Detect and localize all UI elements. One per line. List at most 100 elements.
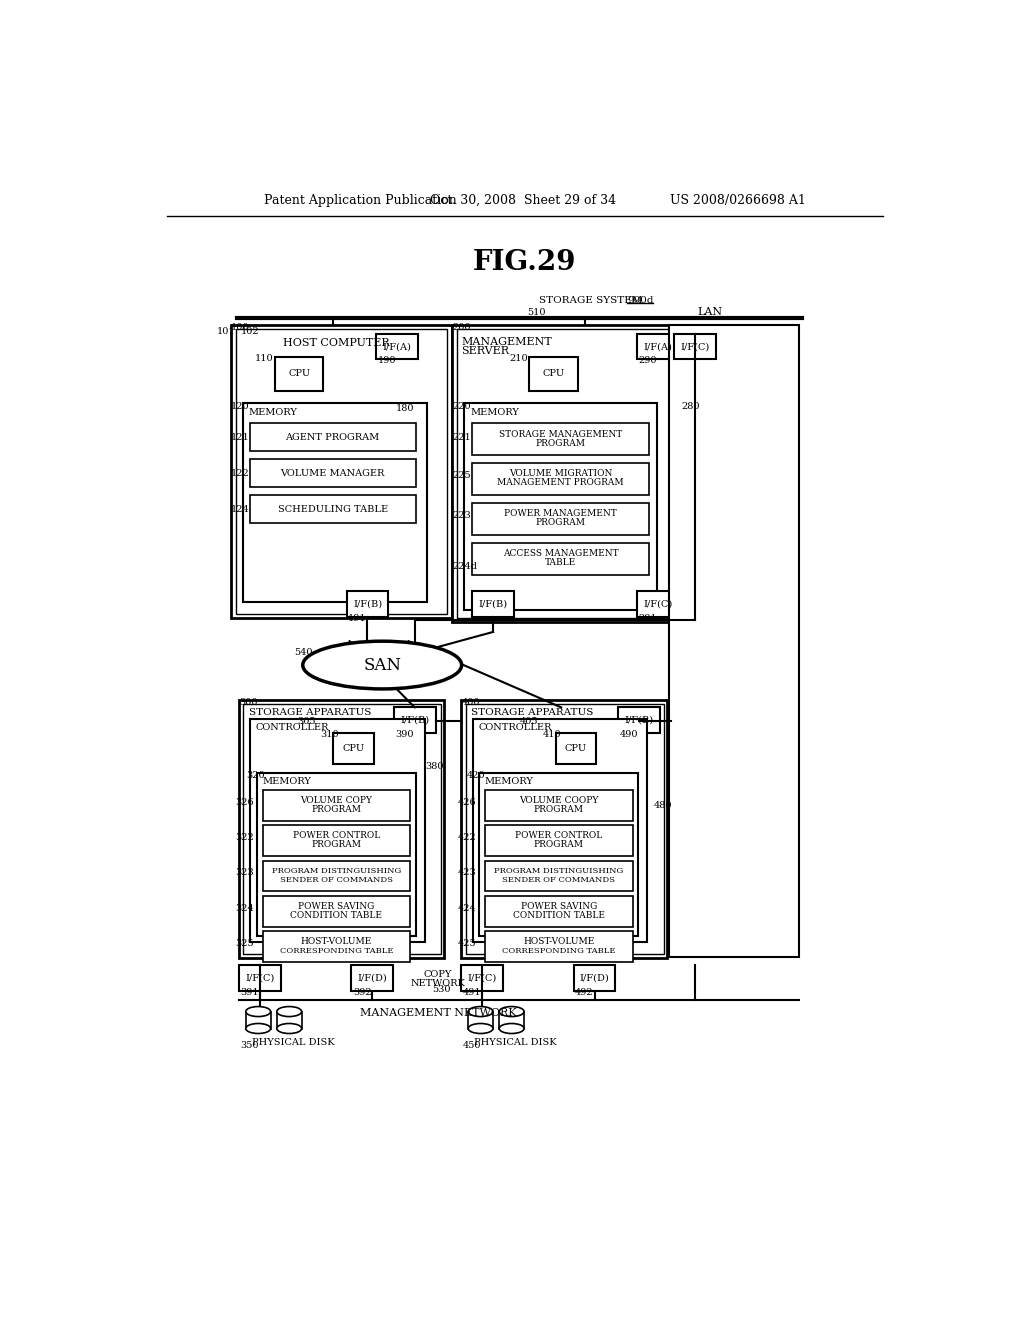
Text: 120: 120 <box>231 401 250 411</box>
Text: POWER SAVING: POWER SAVING <box>521 902 597 911</box>
Text: PROGRAM DISTINGUISHING: PROGRAM DISTINGUISHING <box>271 867 401 875</box>
Text: 280: 280 <box>681 401 699 411</box>
Text: MEMORY: MEMORY <box>248 408 297 417</box>
Bar <box>617 708 659 733</box>
Text: MANAGEMENT: MANAGEMENT <box>461 337 552 347</box>
Text: MEMORY: MEMORY <box>262 777 311 785</box>
Bar <box>275 358 324 391</box>
Bar <box>257 774 416 936</box>
Bar <box>452 326 693 622</box>
Text: 224d: 224d <box>452 562 477 572</box>
Text: 405: 405 <box>519 717 538 726</box>
Bar <box>239 700 444 958</box>
Text: PROGRAM DISTINGUISHING: PROGRAM DISTINGUISHING <box>495 867 624 875</box>
Text: CORRESPONDING TABLE: CORRESPONDING TABLE <box>502 946 615 954</box>
Text: PROGRAM: PROGRAM <box>536 519 586 527</box>
Text: STORAGE APPARATUS: STORAGE APPARATUS <box>471 708 594 717</box>
Bar <box>243 404 427 602</box>
Text: PHYSICAL DISK: PHYSICAL DISK <box>474 1038 557 1047</box>
Text: CONDITION TABLE: CONDITION TABLE <box>291 911 383 920</box>
Text: LAN: LAN <box>697 308 723 317</box>
Text: VOLUME COPY: VOLUME COPY <box>300 796 373 805</box>
Ellipse shape <box>468 1023 493 1034</box>
Text: 122: 122 <box>231 469 250 478</box>
Text: I/F(C): I/F(C) <box>245 974 274 983</box>
Bar <box>464 404 656 610</box>
Text: 423: 423 <box>458 869 476 878</box>
Text: 490: 490 <box>620 730 638 739</box>
Bar <box>556 733 596 763</box>
Text: CORRESPONDING TABLE: CORRESPONDING TABLE <box>280 946 393 954</box>
Text: 100: 100 <box>231 323 250 333</box>
Bar <box>251 459 416 487</box>
Bar <box>351 965 393 991</box>
Text: SENDER OF COMMANDS: SENDER OF COMMANDS <box>280 876 393 884</box>
Text: 121: 121 <box>231 433 250 442</box>
Text: CONTROLLER: CONTROLLER <box>256 723 330 731</box>
Ellipse shape <box>246 1023 270 1034</box>
Bar <box>263 789 410 821</box>
Text: 324: 324 <box>234 904 254 913</box>
Bar <box>485 896 633 927</box>
Text: 900d: 900d <box>627 297 653 305</box>
Bar <box>263 825 410 857</box>
Text: CPU: CPU <box>288 370 310 379</box>
Text: I/F(B): I/F(B) <box>478 599 508 609</box>
Text: PROGRAM: PROGRAM <box>534 840 584 849</box>
Bar <box>236 330 447 614</box>
Bar <box>472 503 649 535</box>
Text: ACCESS MANAGEMENT: ACCESS MANAGEMENT <box>503 549 618 558</box>
Bar <box>461 965 503 991</box>
Text: POWER SAVING: POWER SAVING <box>298 902 375 911</box>
Bar <box>479 774 638 936</box>
Text: 124: 124 <box>231 506 250 513</box>
Text: 420: 420 <box>467 771 485 780</box>
Text: Oct. 30, 2008  Sheet 29 of 34: Oct. 30, 2008 Sheet 29 of 34 <box>430 194 616 207</box>
Text: 223: 223 <box>452 511 471 520</box>
Text: US 2008/0266698 A1: US 2008/0266698 A1 <box>671 194 806 207</box>
Bar <box>251 495 416 524</box>
Text: 491: 491 <box>463 987 481 997</box>
Text: TABLE: TABLE <box>545 558 577 568</box>
Bar <box>263 896 410 927</box>
Bar <box>485 789 633 821</box>
Bar <box>473 719 647 942</box>
Text: 110: 110 <box>255 354 273 363</box>
Ellipse shape <box>276 1007 302 1016</box>
Text: 392: 392 <box>352 987 372 997</box>
Ellipse shape <box>468 1007 493 1016</box>
Bar <box>239 965 281 991</box>
Bar <box>472 422 649 455</box>
Text: MEMORY: MEMORY <box>484 777 534 785</box>
Text: 290: 290 <box>639 356 657 366</box>
Text: 180: 180 <box>395 404 414 413</box>
Ellipse shape <box>246 1007 270 1016</box>
Text: I/F(A): I/F(A) <box>644 343 673 351</box>
Bar <box>637 334 679 359</box>
Text: 320: 320 <box>246 771 264 780</box>
Text: 390: 390 <box>395 730 414 739</box>
Text: VOLUME MANAGER: VOLUME MANAGER <box>281 469 385 478</box>
Text: 540: 540 <box>295 648 313 657</box>
Text: 426: 426 <box>458 797 476 807</box>
Text: PROGRAM: PROGRAM <box>311 805 361 813</box>
Ellipse shape <box>276 1023 302 1034</box>
Text: I/F(B): I/F(B) <box>400 715 429 725</box>
Text: MANAGEMENT NETWORK: MANAGEMENT NETWORK <box>359 1008 516 1018</box>
Text: HOST COMPUTER: HOST COMPUTER <box>283 338 389 348</box>
Text: I/F(C): I/F(C) <box>681 343 710 351</box>
Text: 310: 310 <box>321 730 339 739</box>
Text: 291: 291 <box>639 614 657 623</box>
Text: I/F(C): I/F(C) <box>643 599 673 609</box>
Text: PROGRAM: PROGRAM <box>311 840 361 849</box>
Bar <box>244 704 441 954</box>
Bar <box>263 861 410 891</box>
Text: 101: 101 <box>217 327 236 337</box>
Text: 190: 190 <box>378 356 396 366</box>
Ellipse shape <box>500 1007 524 1016</box>
Text: 200: 200 <box>452 323 470 333</box>
Text: STORAGE SYSTEM: STORAGE SYSTEM <box>539 297 642 305</box>
Text: CPU: CPU <box>543 370 564 379</box>
Bar <box>346 591 388 616</box>
Text: 210: 210 <box>509 354 528 363</box>
